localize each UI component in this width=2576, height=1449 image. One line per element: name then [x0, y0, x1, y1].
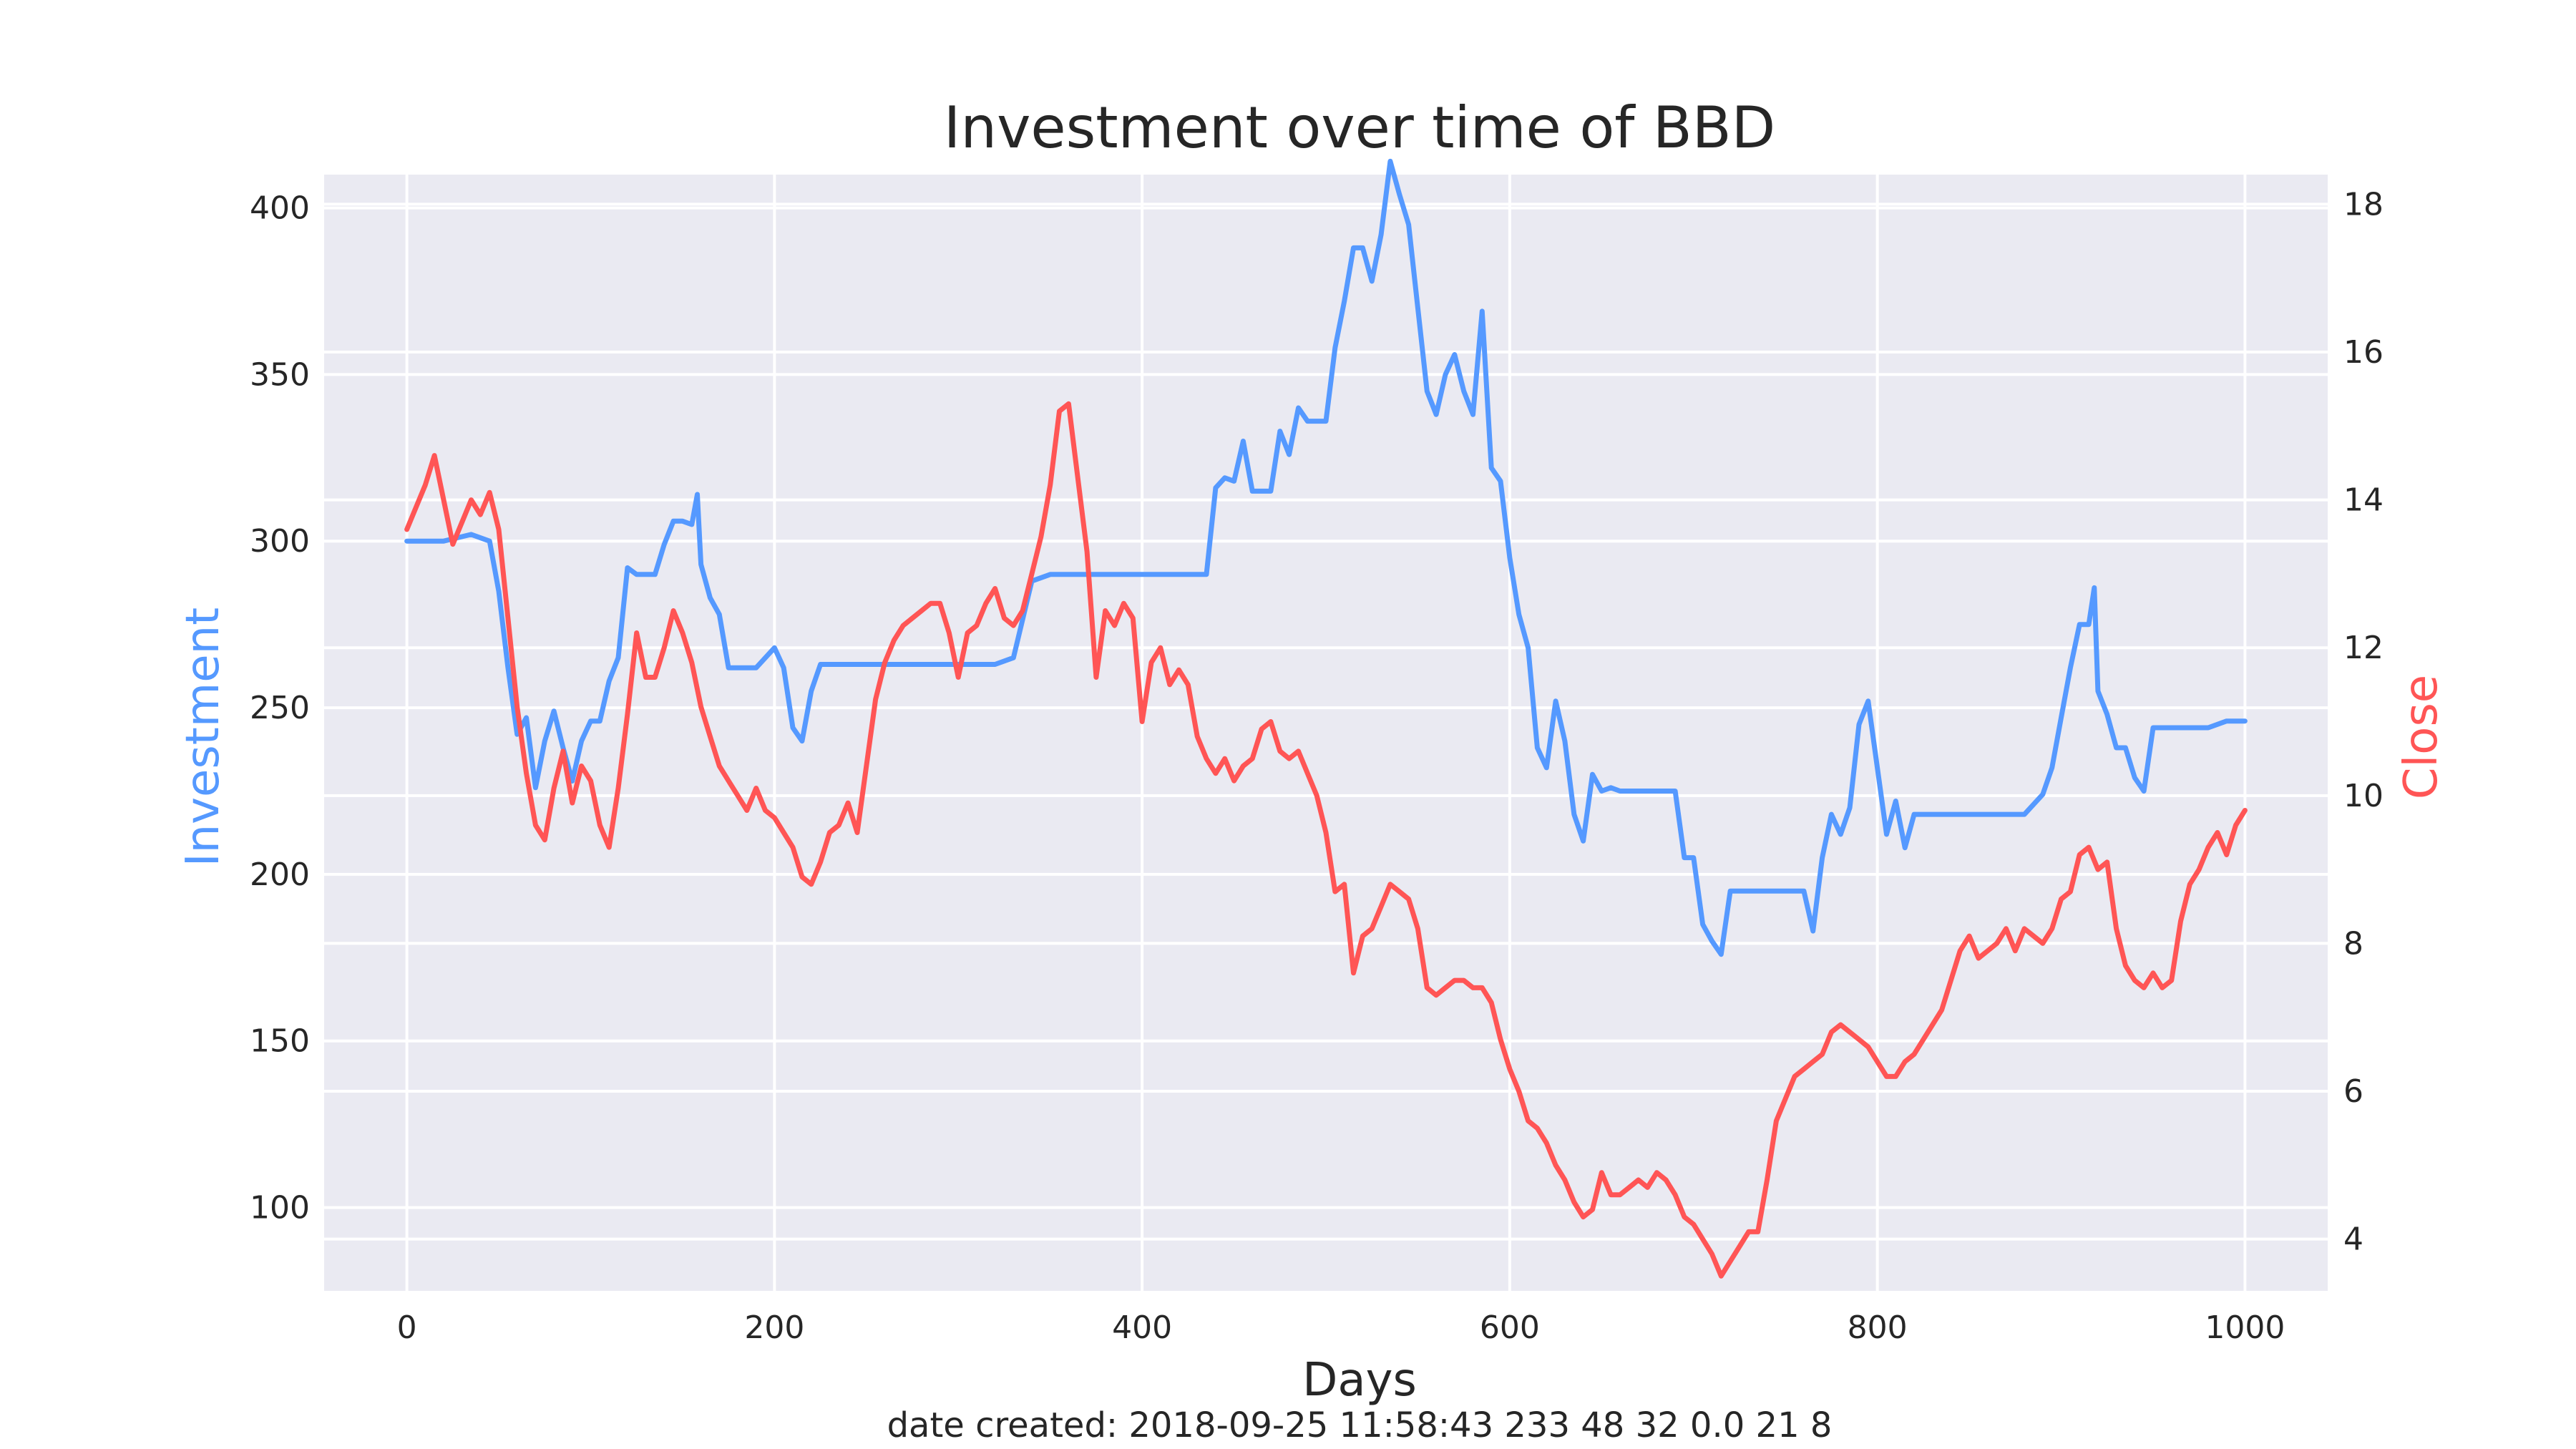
y-right-tick-label: 14: [2343, 482, 2384, 519]
y-axis-label-left: Investment: [177, 608, 230, 867]
y-right-tick-label: 8: [2343, 925, 2363, 962]
y-right-tick-label: 10: [2343, 778, 2384, 814]
x-tick-label: 600: [1480, 1309, 1540, 1346]
x-axis-label: Days: [1302, 1354, 1417, 1407]
x-tick-label: 0: [397, 1309, 417, 1346]
y-right-tick-label: 12: [2343, 630, 2384, 666]
ticks-layer: 0 200 400 600 800 1000 100 150 200 250 300 350 400 4 6…: [250, 186, 2384, 1346]
y-right-tick-label: 4: [2343, 1221, 2363, 1258]
x-tick-label: 1000: [2205, 1309, 2285, 1346]
series-layer: [404, 158, 2248, 1279]
x-tick-label: 800: [1848, 1309, 1908, 1346]
y-right-tick-label: 16: [2343, 334, 2384, 371]
y-right-tick-label: 6: [2343, 1073, 2363, 1110]
y-axis-label-right: Close: [2395, 675, 2448, 799]
y-left-tick-label: 150: [250, 1023, 310, 1060]
y-left-tick-label: 350: [250, 356, 310, 393]
y-left-tick-label: 250: [250, 690, 310, 726]
y-right-tick-label: 18: [2343, 186, 2384, 223]
grid-layer: [324, 175, 2328, 1291]
x-tick-label: 200: [744, 1309, 804, 1346]
y-left-tick-label: 100: [250, 1190, 310, 1226]
y-left-tick-label: 400: [250, 190, 310, 227]
y-left-tick-label: 200: [250, 857, 310, 893]
chart-title: Investment over time of BBD: [944, 94, 1775, 161]
y-left-tick-label: 300: [250, 523, 310, 560]
plot-background: [324, 175, 2328, 1291]
investment-series-line: [404, 158, 2248, 957]
close-series-line: [404, 401, 2248, 1279]
date-created-caption: date created: 2018-09-25 11:58:43 233 48…: [887, 1405, 1833, 1445]
x-tick-label: 400: [1112, 1309, 1172, 1346]
